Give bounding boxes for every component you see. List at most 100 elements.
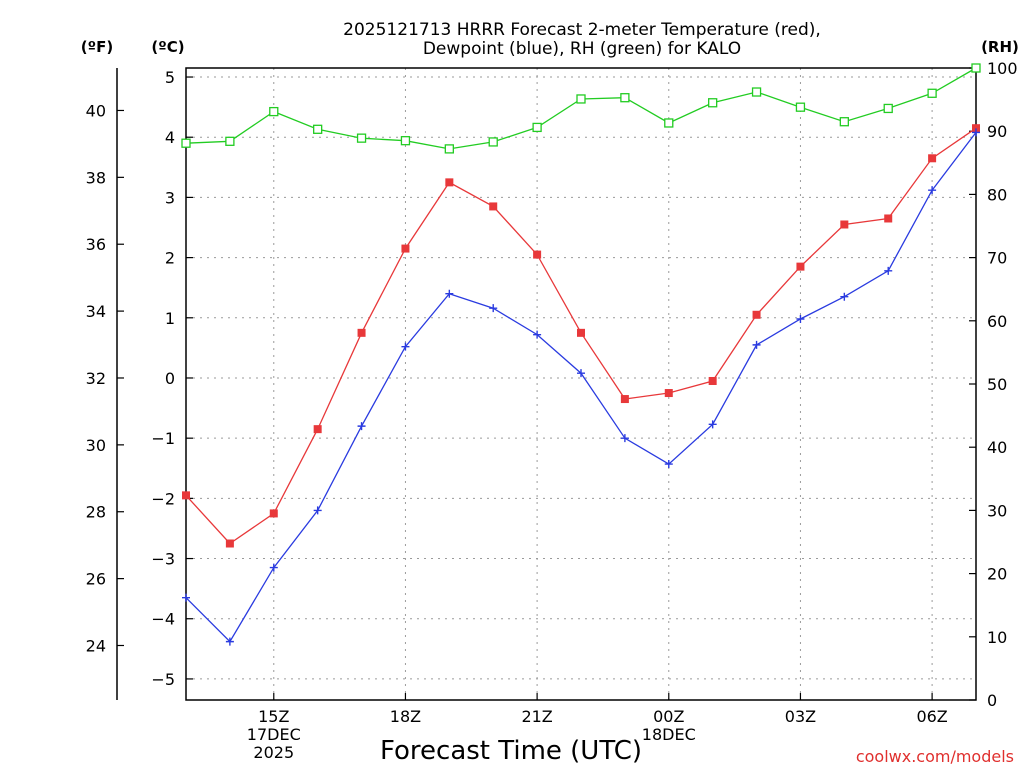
celsius-tick-label: 4 [165, 128, 175, 147]
temperature-point [225, 539, 234, 548]
temperature-point [664, 389, 673, 398]
rh-point [795, 102, 806, 112]
fahrenheit-tick-label: 40 [86, 101, 106, 120]
time-tick-label: 17DEC [247, 725, 301, 744]
temperature-point [313, 425, 322, 434]
rh-point [488, 137, 498, 147]
dewpoint-point [577, 369, 585, 378]
rh-point [225, 136, 235, 146]
temperature-point [401, 244, 410, 253]
dewpoint-point [884, 266, 893, 275]
celsius-tick-label: 5 [165, 68, 175, 87]
fahrenheit-tick-label: 34 [86, 302, 106, 321]
temperature-point [884, 214, 893, 223]
rh-point [576, 94, 586, 104]
fahrenheit-tick-label: 38 [86, 168, 106, 187]
dewpoint-point [313, 506, 322, 515]
dewpoint-point [620, 434, 629, 443]
fahrenheit-tick-label: 28 [86, 503, 106, 522]
temperature-point [269, 509, 278, 518]
fahrenheit-tick-label: 32 [86, 369, 106, 388]
rh-point [400, 136, 411, 146]
rh-tick-label: 100 [987, 59, 1018, 78]
rh-tick-label: 60 [987, 312, 1007, 331]
dewpoint-point [972, 128, 980, 137]
celsius-tick-label: −1 [151, 429, 175, 448]
time-tick-label: 00Z [653, 707, 684, 726]
rh-point [181, 138, 191, 148]
temperature-point [928, 154, 937, 163]
celsius-axis-ticks: 5 4 3 2 1 0 −1 −2 −3 −4 −5 [151, 68, 193, 689]
dewpoint-point [928, 186, 937, 195]
rh-point [620, 93, 630, 103]
chart-title-line-2: Dewpoint (blue), RH (green) for KALO [423, 39, 741, 59]
fahrenheit-tick-label: 26 [86, 570, 106, 589]
rh-point [532, 122, 542, 133]
temperature-point [708, 376, 717, 385]
rh-line [185, 67, 977, 150]
rh-tick-label: 0 [987, 691, 997, 710]
rh-tick-label: 70 [987, 249, 1007, 268]
rh-tick-label: 50 [987, 375, 1007, 394]
credit-link[interactable]: coolwx.com/models [856, 747, 1014, 766]
fahrenheit-tick-label: 36 [86, 235, 106, 254]
rh-point [356, 133, 367, 143]
rh-point [444, 144, 454, 154]
rh-point [269, 106, 279, 117]
rh-point [751, 87, 762, 97]
celsius-tick-label: −5 [151, 670, 175, 689]
rh-tick-label: 40 [987, 438, 1007, 457]
dewpoint-point [182, 593, 190, 602]
rh-point [971, 63, 981, 73]
dewpoint-point [445, 289, 454, 298]
dewpoint-point [664, 460, 673, 469]
celsius-tick-label: −3 [151, 550, 175, 569]
rh-tick-label: 20 [987, 565, 1007, 584]
dewpoint-point [401, 342, 410, 351]
celsius-tick-label: 2 [165, 249, 175, 268]
rh-point [883, 103, 893, 114]
rh-point [927, 88, 937, 98]
time-tick-label: 21Z [521, 707, 552, 726]
celsius-tick-label: 1 [165, 309, 175, 328]
time-tick-label: 03Z [785, 707, 816, 726]
temperature-point [577, 328, 585, 337]
rh-point [664, 118, 674, 128]
dewpoint-point [269, 563, 278, 572]
time-tick-label: 18DEC [642, 725, 696, 744]
rh-tick-label: 90 [987, 122, 1007, 141]
grid-lines [186, 68, 976, 700]
time-tick-label: 18Z [390, 707, 421, 726]
celsius-tick-label: 0 [165, 369, 175, 388]
temperature-point [445, 178, 454, 187]
dewpoint-line [185, 132, 977, 643]
fahrenheit-tick-label: 24 [86, 636, 106, 655]
temperature-point [357, 328, 366, 337]
rh-point [708, 98, 718, 108]
dewpoint-point [533, 330, 542, 339]
temperature-point [840, 220, 849, 229]
dewpoint-point [840, 292, 849, 301]
temperature-point [182, 491, 190, 500]
temperature-point [489, 202, 498, 211]
time-tick-label: 15Z [258, 707, 289, 726]
dewpoint-point [708, 420, 717, 429]
rh-tick-label: 10 [987, 628, 1007, 647]
celsius-tick-label: −2 [151, 489, 175, 508]
time-tick-label: 2025 [253, 743, 294, 762]
dewpoint-point [225, 637, 234, 646]
rh-tick-label: 30 [987, 501, 1007, 520]
dewpoint-point [357, 422, 366, 431]
plot-frame [185, 67, 977, 701]
fahrenheit-axis-ticks: 40 38 36 34 32 30 28 26 24 [86, 101, 124, 655]
time-tick-label: 06Z [916, 707, 947, 726]
rh-unit-label: (RH) [981, 38, 1019, 56]
temperature-point [752, 310, 761, 319]
temperature-point [972, 124, 980, 133]
dewpoint-point [489, 304, 498, 313]
x-axis-label: Forecast Time (UTC) [380, 736, 642, 766]
temperature-point [620, 395, 629, 404]
